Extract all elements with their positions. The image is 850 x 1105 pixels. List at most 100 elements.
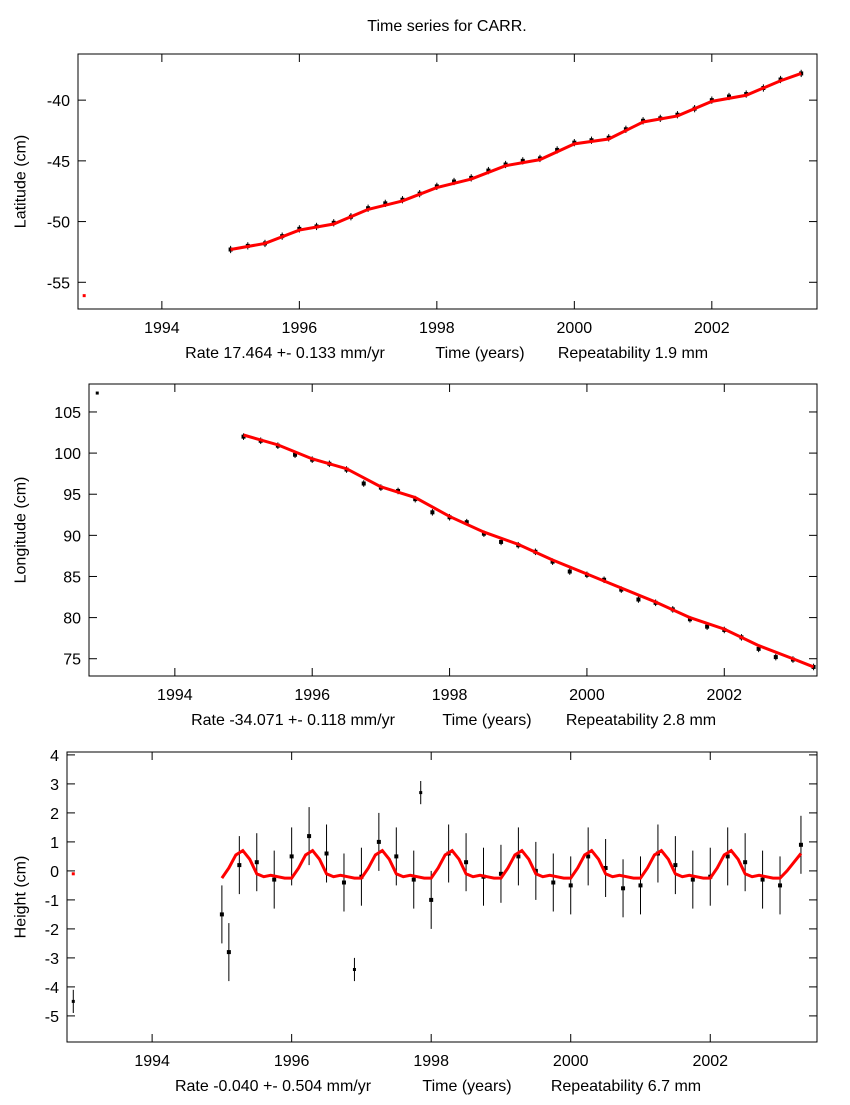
longitude-x-axis-label-part: Time (years) [442, 712, 531, 729]
height-observation-point [464, 860, 469, 865]
longitude-y-tick-label: 85 [63, 569, 81, 586]
height-y-tick-label: 0 [50, 864, 59, 881]
height-observation-point [690, 877, 695, 882]
height-y-tick-label: -3 [45, 951, 59, 968]
height-observation-point [516, 854, 521, 859]
latitude-observation-point [452, 179, 457, 184]
height-x-tick-label: 2002 [692, 1053, 728, 1070]
latitude-x-tick-label: 2002 [694, 320, 730, 337]
height-y-tick-label: -5 [45, 1009, 59, 1026]
height-observation-point [778, 883, 783, 888]
height-observation-point [394, 854, 399, 859]
longitude-x-axis-label-part: Rate -34.071 +- 0.118 mm/yr [191, 712, 395, 729]
height-observation-point [376, 839, 381, 844]
longitude-observation-point [550, 559, 555, 564]
longitude-observation-point [756, 646, 761, 651]
longitude-x-axis-label-part: Repeatability 2.8 mm [566, 712, 716, 729]
latitude-x-tick-label: 2000 [557, 320, 593, 337]
latitude-plot-frame [77, 53, 818, 310]
height-x-tick-label: 1996 [274, 1053, 310, 1070]
latitude-x-axis-label-part: Time (years) [435, 345, 524, 362]
height-observation-point [219, 912, 224, 917]
height-x-tick-label: 2000 [553, 1053, 589, 1070]
latitude-panel: 1994 1996 1998 2000 2002 -55 -50 -45 -40 Latitude… [13, 53, 818, 362]
latitude-observation-point [383, 201, 388, 206]
height-x-axis-label-part: Repeatability 6.7 mm [551, 1078, 701, 1095]
height-observation-point [226, 950, 231, 955]
height-data-layer [71, 781, 803, 1013]
height-observation-point [237, 863, 242, 868]
height-observation-point [254, 860, 259, 865]
height-observation-point [798, 842, 803, 847]
latitude-data-layer [82, 69, 804, 298]
height-outlier-point [71, 872, 75, 876]
longitude-y-tick-label: 95 [63, 487, 81, 504]
height-observation-point [324, 851, 329, 856]
longitude-observation-point [241, 434, 246, 439]
longitude-observation-point [430, 510, 435, 515]
longitude-observation-point [687, 617, 692, 622]
height-outlier-point [71, 999, 75, 1003]
height-observation-point [673, 863, 678, 868]
longitude-x-tick-label: 1998 [432, 687, 468, 704]
height-y-tick-label: -1 [45, 893, 59, 910]
longitude-y-tick-label: 100 [54, 446, 81, 463]
height-observation-point [411, 877, 416, 882]
longitude-y-tick-label: 75 [63, 652, 81, 669]
height-x-axis-label-part: Time (years) [422, 1078, 511, 1095]
longitude-y-axis-label: Longitude (cm) [13, 477, 30, 584]
latitude-x-tick-label: 1998 [419, 320, 455, 337]
latitude-observation-point [727, 94, 732, 99]
longitude-observation-point [619, 587, 624, 592]
longitude-y-tick-label: 80 [63, 611, 81, 628]
figure-title: Time series for CARR. [367, 18, 526, 35]
height-outlier-point [352, 968, 356, 971]
longitude-x-tick-label: 2000 [569, 687, 605, 704]
height-x-tick-label: 1998 [413, 1053, 449, 1070]
height-y-tick-label: -4 [45, 980, 59, 997]
height-observation-point [603, 866, 608, 870]
longitude-observation-point [636, 597, 641, 602]
height-plot-frame [66, 751, 818, 1043]
latitude-x-tick-label: 1996 [282, 320, 318, 337]
height-observation-point [289, 854, 294, 859]
longitude-panel: 1994 1996 1998 2000 2002 75 80 85 90 95 100 105 Long… [13, 383, 818, 729]
height-observation-point [272, 877, 277, 882]
height-observation-point [743, 860, 748, 865]
latitude-observation-point [486, 168, 491, 173]
longitude-plot-frame [88, 383, 818, 677]
height-observation-point [568, 883, 573, 888]
longitude-y-tick-label: 105 [54, 405, 81, 422]
longitude-observation-point [705, 624, 710, 629]
latitude-y-tick-label: -40 [47, 93, 70, 110]
height-observation-point [638, 883, 643, 888]
latitude-observation-point [520, 158, 525, 163]
latitude-y-tick-label: -50 [47, 215, 70, 232]
height-observation-point [498, 871, 503, 876]
longitude-observation-point [481, 531, 486, 536]
latitude-observation-point [555, 147, 560, 152]
latitude-x-tick-label: 1994 [144, 320, 180, 337]
longitude-x-tick-label: 1994 [157, 687, 193, 704]
longitude-observation-point [293, 452, 298, 457]
height-y-tick-label: 3 [50, 777, 59, 794]
height-x-tick-label: 1994 [134, 1053, 170, 1070]
height-observation-point [725, 854, 730, 859]
longitude-observation-point [464, 520, 469, 525]
height-observation-point [586, 854, 591, 859]
latitude-y-axis-label: Latitude (cm) [13, 135, 30, 228]
latitude-y-tick-label: -55 [47, 275, 70, 292]
latitude-x-axis-label-part: Repeatability 1.9 mm [558, 345, 708, 362]
height-y-tick-label: 2 [50, 806, 59, 823]
latitude-x-axis-label-part: Rate 17.464 +- 0.133 mm/yr [185, 345, 385, 362]
height-observation-point [307, 834, 312, 839]
longitude-data-layer [95, 391, 816, 671]
height-model-line [220, 848, 803, 880]
height-x-axis-label-part: Rate -0.040 +- 0.504 mm/yr [175, 1078, 372, 1095]
height-observation-point [760, 877, 765, 882]
longitude-observation-point [361, 481, 366, 486]
height-y-tick-label: 4 [50, 748, 59, 765]
latitude-model-line [230, 72, 802, 251]
height-observation-point [551, 880, 556, 885]
